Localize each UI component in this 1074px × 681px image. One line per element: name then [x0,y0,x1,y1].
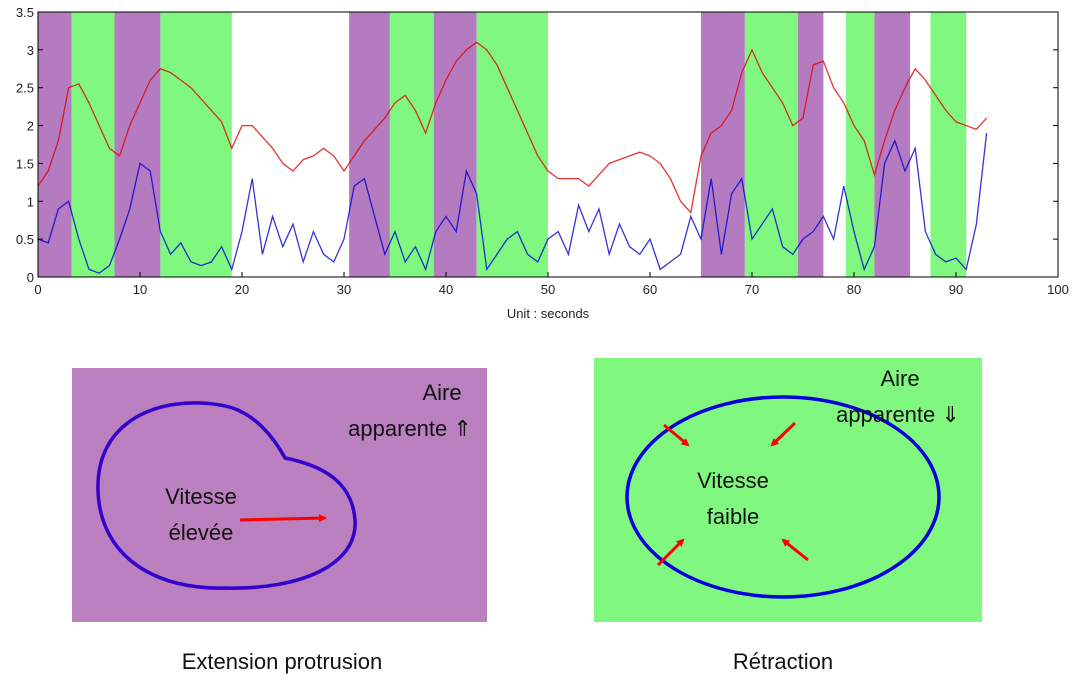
y-tick-label: 1.5 [16,156,34,171]
y-tick-label: 1 [27,194,34,209]
phase-band [845,12,875,277]
x-tick-label: 90 [949,282,963,297]
arrow [239,514,327,523]
arrow [781,538,809,562]
phase-band [389,12,434,277]
speed-label: Vitesse [697,468,769,493]
phase-band [433,12,477,277]
phase-band [701,12,745,277]
x-tick-label: 70 [745,282,759,297]
phase-band [160,12,232,277]
y-tick-label: 3.5 [16,5,34,20]
arrow [656,538,685,567]
x-tick-label: 100 [1047,282,1069,297]
phase-band [797,12,824,277]
speed-label: Vitesse [165,484,237,509]
y-tick-label: 2.5 [16,81,34,96]
panel-extension [72,368,487,622]
panel-retraction [594,358,982,622]
phase-band [476,12,548,277]
y-tick-label: 3 [27,43,34,58]
arrow [770,421,797,447]
phase-band [930,12,967,277]
y-tick-label: 0.5 [16,232,34,247]
arrow [663,423,690,447]
x-tick-label: 20 [235,282,249,297]
speed-label: élevée [169,520,234,545]
phase-band [38,12,72,277]
x-tick-label: 10 [133,282,147,297]
area-label: apparente ⇑ [348,416,472,441]
phase-band [114,12,161,277]
x-tick-label: 80 [847,282,861,297]
y-tick-label: 2 [27,119,34,134]
y-tick-label: 0 [27,270,34,285]
x-tick-label: 60 [643,282,657,297]
plot: 0 10 20 30 40 50 60 70 80 90 100 0 0.5 1 1.5 2 2.5 3 3.5 [16,5,1069,297]
series-line [37,41,988,215]
area-label: Aire [422,380,461,405]
x-axis-label: Unit : seconds [507,306,590,321]
phase-band [874,12,911,277]
x-tick-label: 40 [439,282,453,297]
x-tick-label: 30 [337,282,351,297]
series-line [37,133,988,274]
x-tick-label: 50 [541,282,555,297]
caption: Rétraction [733,649,833,674]
area-label: Aire [880,366,919,391]
speed-label: faible [707,504,760,529]
phase-band [349,12,390,277]
cell-outline [96,401,357,590]
cell-outline [625,395,941,599]
x-tick-label: 0 [34,282,41,297]
phase-band [744,12,798,277]
area-label: apparente ⇓ [836,402,960,427]
caption: Extension protrusion [182,649,383,674]
